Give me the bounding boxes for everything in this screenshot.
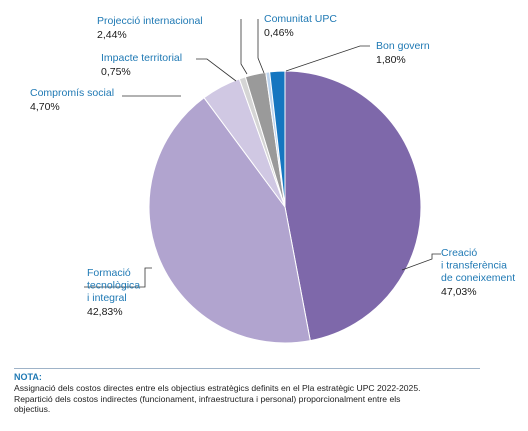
pie-slices — [148, 70, 422, 344]
label-pct-impacte: 0,75% — [101, 66, 131, 78]
label-name-line: Formació — [87, 267, 131, 279]
label-name-creacio: Creació i transferència de coneixement — [441, 247, 515, 284]
leader-creacio — [401, 253, 441, 271]
label-pct-creacio: 47,03% — [441, 286, 477, 298]
label-name-line: de coneixement — [441, 272, 515, 284]
label-pct-formacio: 42,83% — [87, 306, 123, 318]
label-name-line: tecnològica — [87, 280, 140, 292]
label-name-projeccio-line: Projecció internacional — [97, 15, 203, 27]
note-line: Assignació dels costos directes entre el… — [14, 383, 421, 393]
slice-labels: Projecció internacional 2,44% Comunitat … — [30, 13, 515, 318]
note-title: NOTA: — [14, 372, 42, 382]
label-name-impacte: Impacte territorial — [101, 52, 182, 64]
pie-slice-1 — [148, 97, 311, 344]
label-pct-projeccio: 2,44% — [97, 29, 127, 41]
label-name-compromis: Compromís social — [30, 87, 114, 99]
leader-impacte — [196, 58, 237, 82]
label-name-line: Creació — [441, 247, 477, 259]
pie-slice-6 — [269, 70, 286, 208]
leader-comunitat — [257, 19, 265, 74]
label-pct-bon-govern: 1,80% — [376, 54, 406, 66]
note-line: Repartició dels costos indirectes (funci… — [14, 393, 401, 404]
leader-lines — [84, 19, 441, 288]
pie-slice-0 — [284, 70, 422, 342]
label-pct-compromis: 4,70% — [30, 101, 60, 113]
leader-bon-govern — [285, 45, 370, 72]
note-rule — [14, 368, 480, 369]
label-name-formacio: Formació tecnològica i integral — [87, 267, 140, 304]
label-name-projeccio: Projecció internacional — [97, 15, 203, 27]
label-name-line: i transferència — [441, 260, 507, 272]
label-name-bon-govern: Bon govern — [376, 40, 430, 52]
note-block: NOTA: Assignació dels costos directes en… — [14, 368, 514, 415]
leader-projeccio — [240, 19, 248, 75]
leader-formacio — [84, 267, 152, 288]
label-name-line: i integral — [87, 292, 127, 304]
label-name-comunitat: Comunitat UPC — [264, 13, 337, 25]
label-pct-comunitat: 0,46% — [264, 27, 294, 39]
note-line: objectius. — [14, 404, 51, 414]
